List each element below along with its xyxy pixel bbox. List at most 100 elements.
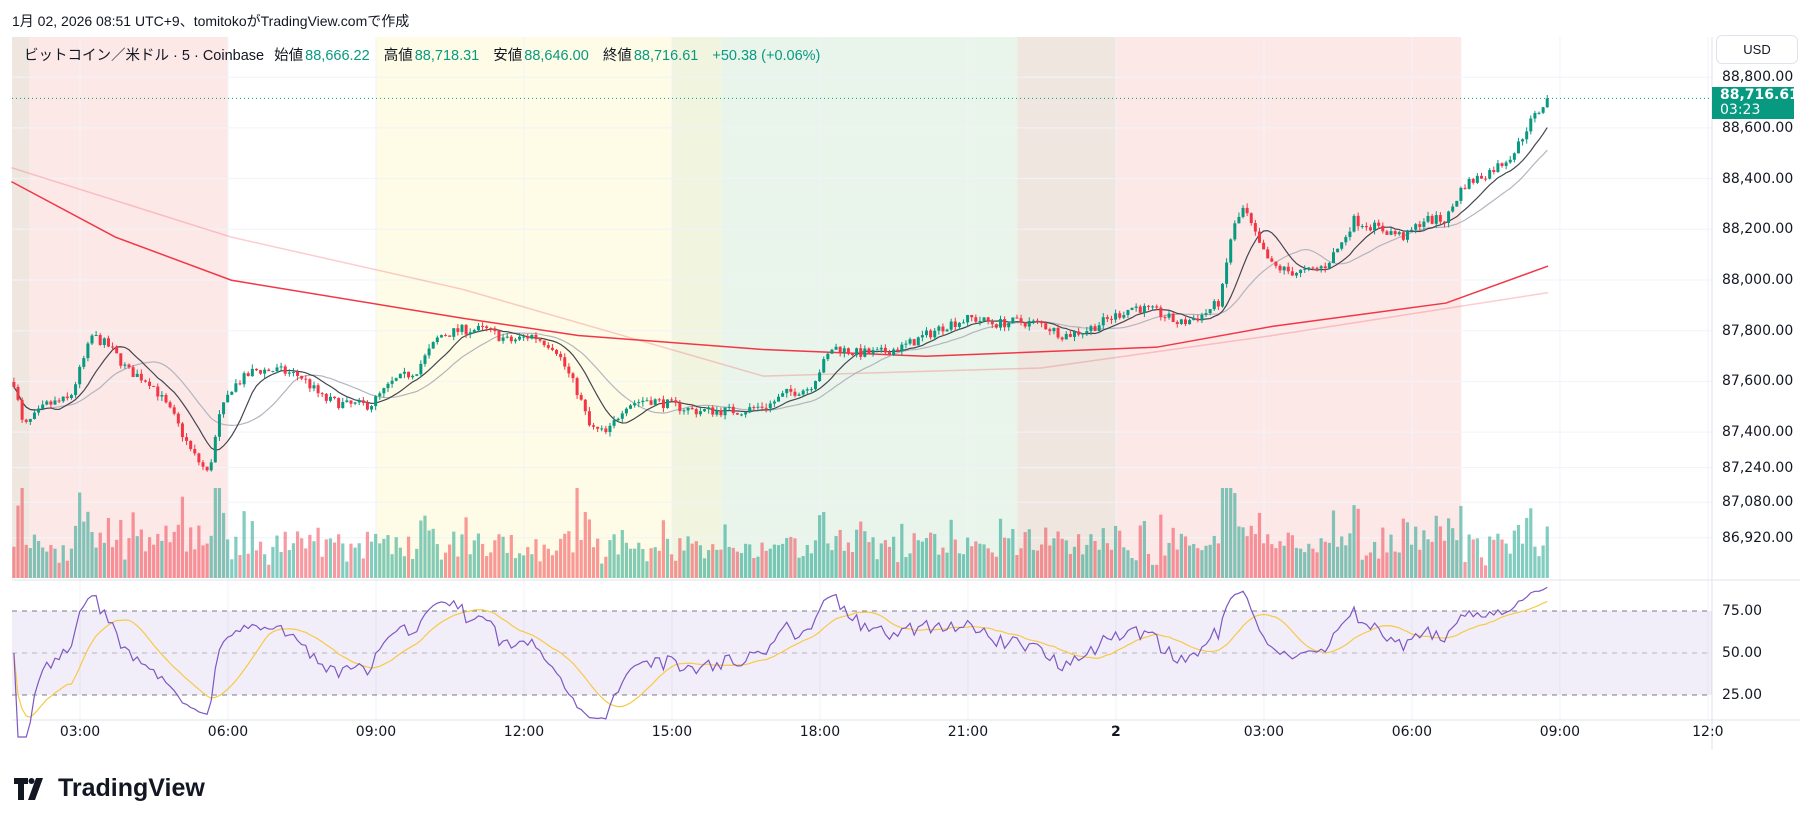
- price-tick-label: 88,600.00: [1722, 119, 1794, 136]
- candle-body: [1340, 242, 1344, 249]
- volume-bar: [419, 520, 423, 578]
- tradingview-logo[interactable]: TradingView: [14, 774, 205, 803]
- volume-bar: [1331, 510, 1336, 578]
- candle-body: [1245, 207, 1249, 214]
- candle-body: [156, 386, 160, 397]
- volume-bar: [357, 543, 361, 578]
- candle-body: [164, 395, 168, 403]
- candle-body: [213, 436, 217, 463]
- volume-bar: [1298, 548, 1303, 578]
- candle-body: [209, 462, 213, 471]
- volume-bar: [723, 524, 727, 578]
- candle-body: [320, 393, 324, 395]
- volume-bar: [1068, 553, 1072, 578]
- candle-body: [678, 402, 682, 412]
- volume-bar: [505, 552, 509, 578]
- time-tick-label: 2: [1111, 724, 1121, 740]
- volume-bar: [1044, 527, 1048, 578]
- volume-bar: [608, 540, 612, 578]
- candle-body: [1270, 258, 1274, 262]
- rsi-tick-label: 75.00: [1722, 603, 1763, 619]
- candle-body: [1348, 231, 1352, 237]
- candle-body: [1508, 159, 1512, 163]
- volume-bar: [1537, 556, 1541, 578]
- candle-body: [1364, 226, 1368, 228]
- candle-body: [1405, 230, 1409, 240]
- volume-bar: [645, 561, 649, 578]
- volume-bar: [875, 559, 879, 578]
- volume-bar: [1381, 527, 1385, 578]
- volume-bar: [472, 540, 476, 578]
- candle-body: [686, 407, 690, 411]
- candle-body: [1011, 317, 1015, 323]
- candle-body: [333, 396, 337, 399]
- volume-bar: [694, 541, 698, 578]
- candle-body: [670, 399, 674, 401]
- candle-body: [920, 335, 924, 338]
- volume-bar: [649, 548, 653, 578]
- candle-body: [1344, 236, 1348, 243]
- candle-body: [1537, 112, 1541, 114]
- candle-body: [896, 349, 900, 352]
- candle-body: [612, 420, 616, 426]
- volume-bar: [698, 545, 703, 578]
- symbol-label[interactable]: ビットコイン／米ドル · 5 · Coinbase: [24, 48, 265, 64]
- volume-bar: [949, 519, 953, 578]
- candle-body: [649, 400, 653, 405]
- candle-body: [978, 321, 982, 323]
- candle-body: [82, 358, 86, 367]
- volume-bar: [1233, 493, 1237, 578]
- candle-body: [1048, 329, 1052, 332]
- candle-body: [1266, 249, 1270, 259]
- currency-button[interactable]: USD: [1716, 35, 1798, 64]
- candle-body: [382, 388, 386, 394]
- volume-bar: [209, 535, 213, 578]
- candle-body: [1072, 331, 1076, 337]
- volume-bar: [702, 558, 707, 578]
- candle-body: [1352, 215, 1356, 232]
- volume-bar: [657, 550, 661, 578]
- candle-body: [185, 437, 189, 441]
- candle-body: [1212, 301, 1216, 310]
- candle-body: [966, 314, 970, 323]
- volume-bar: [341, 543, 345, 578]
- volume-bar: [230, 559, 234, 578]
- candle-body: [1401, 232, 1405, 240]
- volume-bar: [731, 547, 735, 578]
- volume-bar: [485, 556, 489, 578]
- candle-body: [37, 408, 41, 413]
- volume-bar: [20, 488, 24, 578]
- volume-bar: [41, 547, 45, 578]
- volume-bar: [90, 531, 94, 578]
- volume-bar: [1060, 538, 1064, 578]
- candle-body: [1475, 175, 1479, 183]
- candle-body: [1068, 334, 1072, 337]
- volume-bar: [127, 538, 131, 578]
- candle-body: [423, 355, 427, 364]
- candle-body: [1183, 319, 1187, 325]
- candle-body: [1044, 323, 1048, 330]
- volume-bar: [242, 511, 246, 578]
- change-value: +50.38 (+0.06%): [712, 48, 821, 64]
- volume-bar: [1479, 557, 1484, 578]
- candle-body: [867, 348, 871, 354]
- volume-bar: [12, 546, 16, 578]
- time-tick-label: 03:00: [1243, 724, 1285, 740]
- candle-body: [735, 413, 739, 415]
- candle-body: [193, 448, 197, 454]
- candle-body: [707, 407, 711, 410]
- candle-body: [645, 400, 649, 402]
- candle-body: [1426, 215, 1430, 222]
- candle-body: [842, 348, 846, 354]
- volume-bar: [143, 551, 148, 578]
- volume-bar: [707, 550, 711, 578]
- price-tick-label: 88,800.00: [1722, 69, 1794, 86]
- candle-body: [1455, 200, 1459, 207]
- candle-body: [522, 336, 526, 338]
- volume-bar: [86, 511, 90, 578]
- candle-body: [361, 400, 365, 403]
- candle-body: [1027, 321, 1031, 327]
- session-background: [11, 37, 30, 578]
- candle-body: [1484, 178, 1488, 180]
